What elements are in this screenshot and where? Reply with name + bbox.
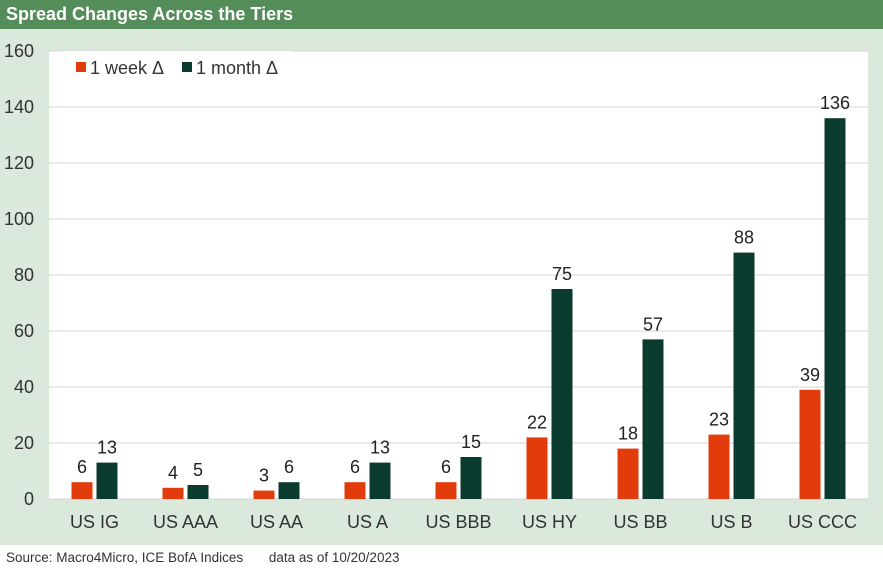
- x-tick-label: US IG: [70, 512, 119, 532]
- bar-week: [617, 448, 639, 499]
- bar-week: [708, 434, 730, 499]
- data-label: 5: [193, 460, 203, 480]
- legend-label: 1 month Δ: [196, 58, 278, 78]
- data-label: 15: [461, 432, 481, 452]
- data-label: 39: [800, 365, 820, 385]
- bar-month: [642, 339, 664, 499]
- x-tick-label: US AAA: [153, 512, 218, 532]
- data-label: 6: [77, 457, 87, 477]
- data-label: 23: [709, 410, 729, 430]
- chart-title: Spread Changes Across the Tiers: [0, 0, 883, 29]
- bar-week: [162, 487, 184, 499]
- legend-label: 1 week Δ: [90, 58, 164, 78]
- data-label: 75: [552, 264, 572, 284]
- bar-month: [96, 462, 118, 499]
- bar-week: [253, 490, 275, 499]
- data-label: 6: [284, 457, 294, 477]
- y-tick-label: 0: [24, 489, 34, 509]
- bar-month: [187, 485, 209, 499]
- source-note: Source: Macro4Micro, ICE BofA Indices: [6, 550, 244, 565]
- bar-week: [71, 482, 93, 499]
- y-tick-label: 100: [4, 209, 34, 229]
- y-tick-label: 120: [4, 153, 34, 173]
- bar-month: [460, 457, 482, 499]
- x-tick-label: US A: [347, 512, 388, 532]
- legend-swatch-week: [76, 62, 86, 72]
- y-tick-label: 60: [14, 321, 34, 341]
- data-label: 3: [259, 466, 269, 486]
- bar-week: [435, 482, 457, 499]
- y-tick-label: 40: [14, 377, 34, 397]
- legend-swatch-month: [182, 62, 192, 72]
- bar-week: [344, 482, 366, 499]
- data-label: 4: [168, 463, 178, 483]
- chart-area: 0 20 40 60 80 100 120 140 160 6 13 4 5 3 6 6 13 6 15 22 75 1…: [0, 29, 883, 545]
- bar-month: [733, 252, 755, 499]
- y-tick-label: 140: [4, 97, 34, 117]
- bar-week: [526, 437, 548, 499]
- as-of-note: data as of 10/20/2023: [268, 550, 400, 565]
- x-tick-label: US HY: [522, 512, 577, 532]
- y-tick-label: 160: [4, 41, 34, 61]
- bar-month: [551, 289, 573, 499]
- bar-week: [799, 389, 821, 499]
- x-tick-label: US BB: [613, 512, 667, 532]
- y-tick-label: 20: [14, 433, 34, 453]
- x-tick-label: US B: [710, 512, 752, 532]
- data-label: 22: [527, 412, 547, 432]
- data-label: 6: [441, 457, 451, 477]
- footer: Source: Macro4Micro, ICE BofA Indices da…: [6, 550, 399, 565]
- legend-box: [63, 51, 292, 87]
- data-label: 18: [618, 424, 638, 444]
- data-label: 13: [97, 438, 117, 458]
- bar-month: [369, 462, 391, 499]
- x-tick-label: US CCC: [788, 512, 857, 532]
- x-tick-label: US BBB: [425, 512, 491, 532]
- data-label: 6: [350, 457, 360, 477]
- data-label: 57: [643, 314, 663, 334]
- data-label: 13: [370, 438, 390, 458]
- data-label: 136: [820, 93, 850, 113]
- x-tick-label: US AA: [250, 512, 303, 532]
- y-tick-label: 80: [14, 265, 34, 285]
- bar-month: [278, 482, 300, 499]
- bar-month: [824, 118, 846, 499]
- data-label: 88: [734, 228, 754, 248]
